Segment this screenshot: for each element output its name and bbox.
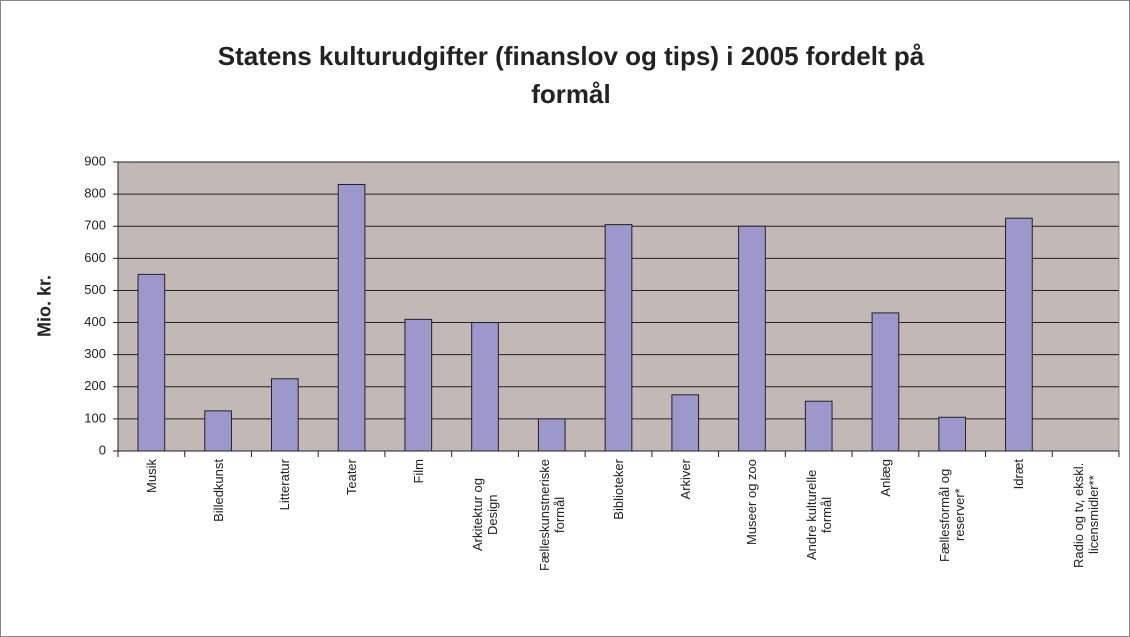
bar: [871, 312, 900, 452]
bar: [204, 410, 232, 452]
x-tick-label: Arkiver: [677, 459, 693, 500]
chart-title: Statens kulturudgifter (finanslov og tip…: [217, 41, 925, 109]
x-tick-label: Litteratur: [277, 459, 293, 511]
x-tick-label: Fællesformål og reserver*: [937, 468, 968, 562]
y-tick-label: 300: [84, 346, 106, 361]
x-tick-label: Musik: [143, 459, 159, 493]
x-tick-label: Teater: [344, 459, 360, 496]
bar: [337, 183, 366, 452]
y-tick-label: 600: [84, 250, 106, 265]
y-tick-label: 0: [99, 442, 106, 457]
x-tick-label: Arkitektur og Design: [470, 478, 501, 552]
x-tick-label: Biblioteker: [611, 459, 626, 520]
y-tick-label: 900: [84, 153, 106, 168]
bar: [804, 400, 833, 452]
bar: [471, 322, 499, 452]
y-tick-label: 200: [84, 378, 106, 393]
bar: [604, 224, 633, 452]
x-tick-label: Museer og zoo: [744, 459, 760, 545]
y-tick-label: 700: [84, 218, 106, 233]
bar: [671, 394, 700, 452]
x-tick-label: Anlæg: [877, 459, 893, 497]
bar: [270, 378, 299, 452]
bar: [1005, 217, 1033, 452]
bar: [404, 318, 433, 452]
y-tick-label: 500: [84, 282, 106, 297]
x-tick-label: Idræt: [1011, 459, 1027, 490]
bar: [537, 418, 566, 452]
bar: [738, 225, 766, 452]
bar: [938, 416, 967, 452]
bar: [137, 273, 166, 452]
x-tick-label: Fælleskunstneriske formål: [536, 459, 567, 571]
y-tick-label: 400: [84, 314, 106, 329]
x-tick-label: Andre kulturelle formål: [803, 469, 834, 561]
y-tick-label: 100: [84, 410, 106, 425]
y-tick-label: 800: [84, 186, 106, 201]
x-tick-label: Film: [410, 459, 426, 484]
x-tick-label: Billedkunst: [210, 459, 226, 522]
x-tick-label: Radio og tv, ekskl. licensmidler**: [1070, 462, 1101, 568]
